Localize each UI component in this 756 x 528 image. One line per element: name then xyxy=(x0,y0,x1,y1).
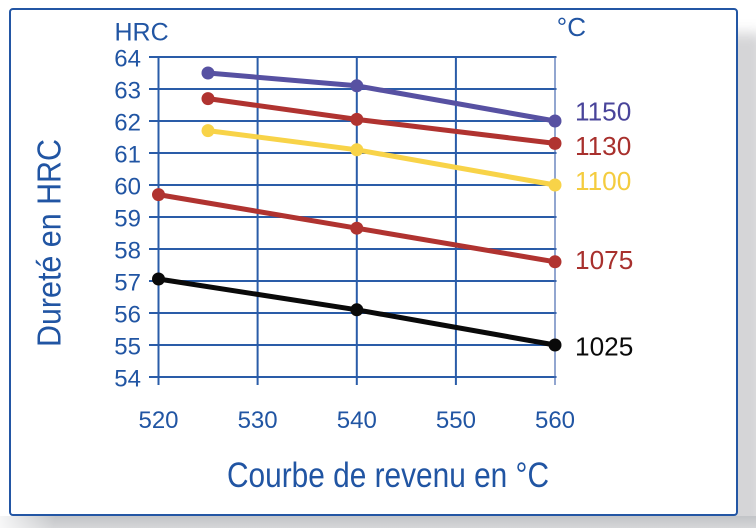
svg-text:1100: 1100 xyxy=(575,166,631,196)
svg-text:64: 64 xyxy=(114,46,141,73)
svg-text:63: 63 xyxy=(114,78,141,105)
svg-text:520: 520 xyxy=(138,407,178,434)
svg-text:HRC: HRC xyxy=(115,19,169,47)
svg-text:Dureté en HRC: Dureté en HRC xyxy=(31,139,68,347)
svg-text:1150: 1150 xyxy=(575,96,631,126)
svg-text:55: 55 xyxy=(114,334,141,361)
svg-text:58: 58 xyxy=(114,238,141,265)
svg-text:1025: 1025 xyxy=(575,331,633,361)
svg-text:1130: 1130 xyxy=(575,131,631,161)
svg-text:550: 550 xyxy=(436,407,476,434)
svg-text:Courbe de revenu en °C: Courbe de revenu en °C xyxy=(227,456,549,495)
svg-text:54: 54 xyxy=(114,366,141,393)
svg-text:59: 59 xyxy=(114,206,141,233)
svg-text:62: 62 xyxy=(114,110,141,137)
svg-text:56: 56 xyxy=(114,302,141,329)
svg-text:°C: °C xyxy=(557,12,586,42)
svg-text:57: 57 xyxy=(114,270,141,297)
svg-text:61: 61 xyxy=(114,142,141,169)
svg-text:60: 60 xyxy=(114,174,141,201)
svg-text:1075: 1075 xyxy=(575,245,633,275)
svg-text:530: 530 xyxy=(238,407,278,434)
svg-text:540: 540 xyxy=(337,407,377,434)
svg-text:560: 560 xyxy=(535,407,575,434)
